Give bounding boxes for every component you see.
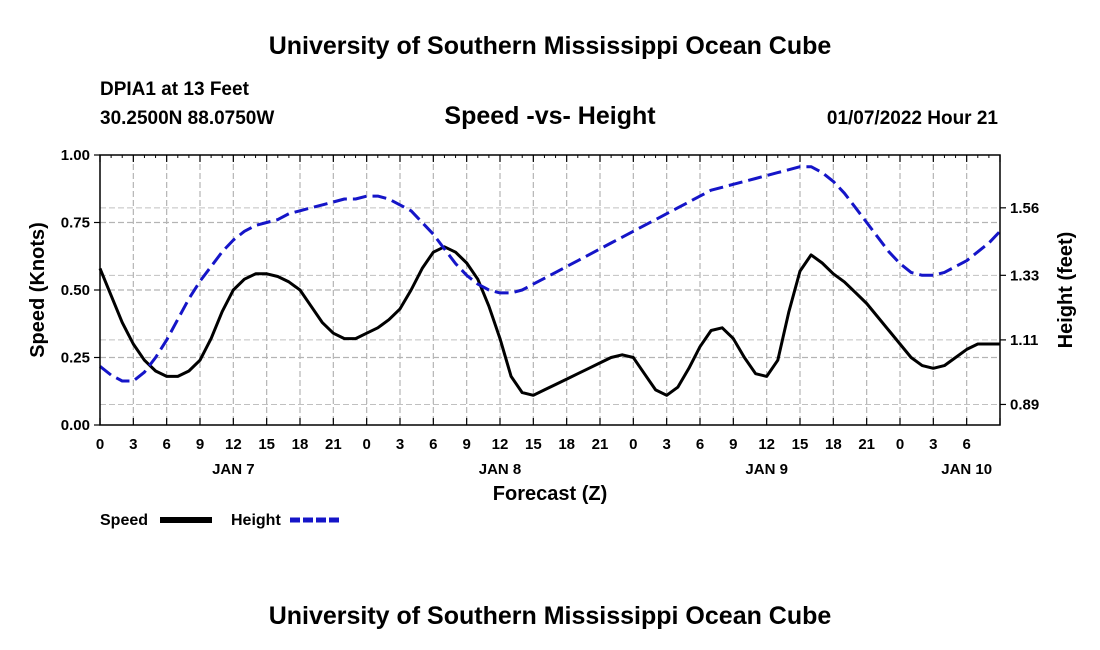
station-label: DPIA1 at 13 Feet	[100, 79, 250, 100]
y2-tick-label: 1.11	[1010, 332, 1038, 349]
legend-speed-label: Speed	[100, 512, 148, 529]
x-tick-label: 6	[162, 436, 170, 453]
x-tick-label: 18	[558, 436, 575, 453]
x-day-label: JAN 8	[479, 461, 522, 478]
x-tick-label: 21	[592, 436, 609, 453]
x-axis-label: Forecast (Z)	[493, 483, 607, 505]
series-line-height	[99, 165, 1002, 383]
y2-tick-label: 0.89	[1010, 396, 1039, 413]
series-group	[98, 165, 1002, 397]
axis-ticks: 0 3 6 9 12 15 18 21 0 3 6 9 12 15 18 21 0 3 6 9 12 15 18 21 0 3 6 J…	[61, 147, 1039, 478]
y-tick-label: 0.50	[61, 282, 90, 299]
x-tick-label: 6	[696, 436, 704, 453]
x-tick-label: 12	[225, 436, 242, 453]
x-day-label: JAN 9	[745, 461, 788, 478]
x-tick-label: 3	[396, 436, 404, 453]
x-tick-label: 3	[129, 436, 137, 453]
x-tick-label: 3	[662, 436, 670, 453]
y2-axis-label: Height (feet)	[1055, 232, 1077, 349]
x-tick-label: 6	[429, 436, 437, 453]
x-tick-label: 6	[962, 436, 970, 453]
forecast-timestamp: 01/07/2022 Hour 21	[827, 108, 999, 129]
x-tick-label: 21	[858, 436, 875, 453]
x-tick-label: 21	[325, 436, 342, 453]
y2-tick-label: 1.33	[1010, 267, 1039, 284]
series-line-speed	[98, 245, 1000, 397]
x-tick-label: 9	[196, 436, 204, 453]
x-tick-label: 12	[758, 436, 775, 453]
station-coordinates: 30.2500N 88.0750W	[100, 108, 274, 129]
x-day-label: JAN 10	[941, 461, 992, 478]
y-tick-label: 1.00	[61, 147, 90, 164]
x-tick-label: 15	[792, 436, 809, 453]
y-axis-label: Speed (Knots)	[27, 222, 49, 358]
x-tick-label: 18	[292, 436, 309, 453]
chart-subtitle: Speed -vs- Height	[444, 102, 656, 130]
footer-title: University of Southern Mississippi Ocean…	[269, 602, 832, 630]
x-tick-label: 18	[825, 436, 842, 453]
x-tick-label: 9	[462, 436, 470, 453]
x-tick-label: 9	[729, 436, 737, 453]
y-tick-label: 0.25	[61, 350, 90, 367]
x-day-label: JAN 7	[212, 461, 255, 478]
x-tick-label: 15	[525, 436, 542, 453]
x-tick-label: 3	[929, 436, 937, 453]
x-tick-label: 0	[362, 436, 370, 453]
x-tick-label: 0	[629, 436, 637, 453]
y-tick-label: 0.00	[61, 417, 90, 434]
y-tick-label: 0.75	[61, 215, 90, 232]
y2-tick-label: 1.56	[1010, 200, 1039, 217]
page-title: University of Southern Mississippi Ocean…	[269, 32, 832, 60]
x-tick-label: 0	[896, 436, 904, 453]
x-tick-label: 15	[258, 436, 275, 453]
x-tick-label: 0	[96, 436, 104, 453]
legend-height-label: Height	[231, 512, 281, 529]
legend: Speed Height	[100, 512, 342, 529]
x-tick-label: 12	[492, 436, 509, 453]
